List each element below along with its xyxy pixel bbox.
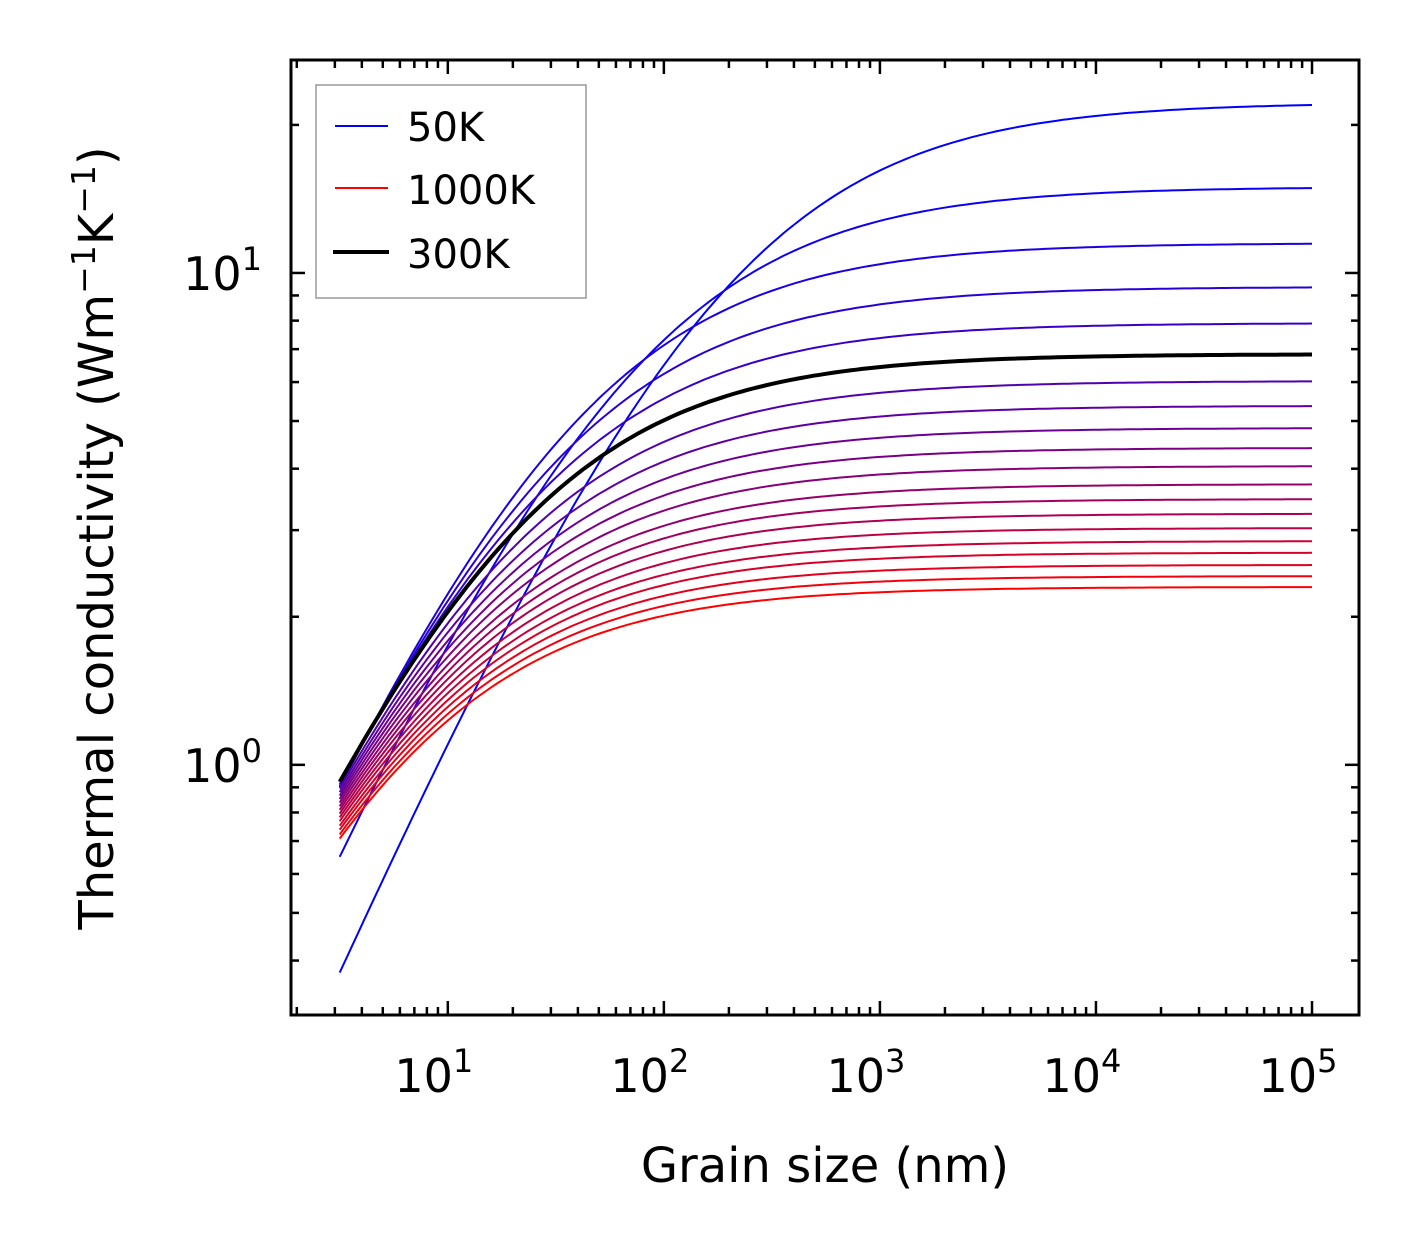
series-line-700k bbox=[338, 512, 1312, 815]
x-tick-label: 105 bbox=[1259, 1042, 1338, 1103]
series-line-650k bbox=[338, 498, 1312, 811]
legend: 50K 1000K 300K bbox=[315, 84, 587, 299]
legend-box bbox=[315, 84, 587, 299]
series-line-300k bbox=[337, 352, 1312, 783]
plot-frame bbox=[289, 58, 1361, 1017]
series-line-1000k bbox=[338, 586, 1312, 840]
series-line-600k bbox=[338, 483, 1313, 807]
series-line-800k bbox=[338, 540, 1312, 822]
y-axis-label-mid: K bbox=[69, 212, 125, 245]
legend-label-1000k: 1000K bbox=[407, 168, 537, 214]
series-line-500k bbox=[338, 447, 1313, 800]
series-line-550k bbox=[338, 465, 1312, 804]
legend-label-50k: 50K bbox=[407, 105, 486, 151]
y-tick-label: 100 bbox=[183, 732, 262, 793]
series-line-150k bbox=[338, 242, 1312, 788]
series-line-450k bbox=[338, 427, 1312, 797]
y-tick-label: 101 bbox=[183, 240, 262, 301]
curves-layer bbox=[337, 104, 1313, 974]
series-line-950k bbox=[338, 575, 1312, 835]
x-tick-label: 103 bbox=[826, 1042, 905, 1103]
series-line-50k bbox=[338, 104, 1313, 974]
series-line-900k bbox=[338, 564, 1313, 831]
series-line-350k bbox=[338, 380, 1312, 790]
x-tick-label: 101 bbox=[394, 1042, 473, 1103]
series-line-100k bbox=[338, 187, 1312, 858]
y-tick-labels: 100 101 bbox=[183, 240, 262, 793]
x-tick-labels: 101 102 103 104 105 bbox=[394, 1042, 1337, 1103]
x-axis-label: Grain size (nm) bbox=[641, 1138, 1009, 1194]
series-line-400k bbox=[338, 405, 1312, 793]
legend-label-300k: 300K bbox=[407, 232, 511, 278]
y-axis-label-end: ) bbox=[69, 146, 125, 165]
series-line-200k bbox=[338, 286, 1313, 787]
y-axis-label-sup1: −1 bbox=[64, 245, 103, 294]
series-line-750k bbox=[338, 527, 1312, 818]
series-line-850k bbox=[338, 551, 1313, 827]
y-axis-label: Thermal conductivity (Wm−1K−1) bbox=[64, 146, 125, 930]
y-axis-label-base: Thermal conductivity (Wm bbox=[69, 294, 125, 931]
x-tick-label: 104 bbox=[1043, 1042, 1122, 1103]
series-line-250k bbox=[338, 322, 1313, 785]
y-axis-label-sup2: −1 bbox=[64, 165, 103, 214]
x-tick-label: 102 bbox=[610, 1042, 689, 1103]
